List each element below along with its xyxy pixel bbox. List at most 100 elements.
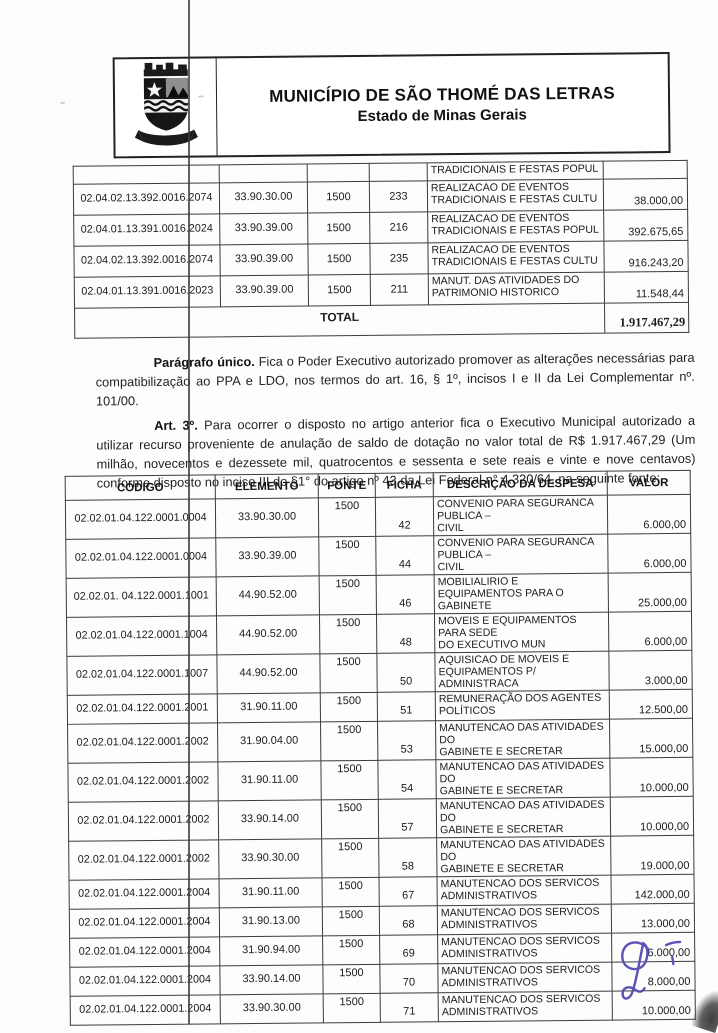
table-row: 02.02.01.04.122.0001.0004 33.90.39.00 1500… xyxy=(65,533,692,579)
cell-valor: 6.000,00 xyxy=(607,533,692,574)
cell-fonte: 1500 xyxy=(318,497,376,537)
cell-ficha: 44 xyxy=(375,535,435,576)
cell-fonte: 1500 xyxy=(319,653,378,693)
cell-descricao: MANUTENCAO DOS SERVICOS ADMINISTRATIVOS xyxy=(437,962,613,993)
cell-ficha: 48 xyxy=(376,613,435,654)
cell-elemento: 33.90.39.00 xyxy=(219,212,308,245)
cell-ficha: 70 xyxy=(379,963,439,994)
cell-codigo: 02.04.01.13.391.0016.2024 xyxy=(73,213,220,247)
cell-ficha: 68 xyxy=(379,905,438,936)
cell-descricao: MANUTENCAO DOS SERVICOS ADMINISTRATIVOS xyxy=(437,875,612,906)
logo-cell xyxy=(114,58,218,157)
cell-codigo xyxy=(73,164,220,185)
table-row: 02.02.01.04.122.0001.1004 44.90.52.00 1500… xyxy=(66,611,692,657)
total-row: TOTAL 1.917.467,29 xyxy=(74,302,689,339)
cell-ficha: 58 xyxy=(378,837,438,878)
cell-ficha: 57 xyxy=(378,798,437,839)
cell-valor: 25.000,00 xyxy=(608,572,692,613)
cell-codigo: 02.02.01.04.122.0001.2004 xyxy=(70,994,221,1026)
cell-ficha: 46 xyxy=(376,574,435,615)
cell-codigo: 02.04.02.13.392.0016.2074 xyxy=(73,244,221,278)
cell-valor: 11.548,44 xyxy=(604,271,689,304)
cell-elemento: 31.90.13.00 xyxy=(219,906,323,937)
table-row: 02.02.01.04.122.0001.2002 33.90.30.00 1500… xyxy=(68,835,694,881)
scan-speck xyxy=(60,101,66,104)
table-row: 02.02.01.04.122.0001.0004 33.90.30.00 1500… xyxy=(65,494,691,540)
cell-valor: 6.000,00 xyxy=(607,494,691,535)
cell-valor: 6.000,00 xyxy=(608,611,692,652)
cell-descricao: REMUNERAÇÃO DOS AGENTES POLÍTICOS xyxy=(435,690,610,721)
cell-descricao: CONVENIO PARA SEGURANCA PUBLICA – CIVIL xyxy=(433,495,608,536)
cell-valor: 10.000,00 xyxy=(610,796,694,837)
scan-speck xyxy=(197,95,205,98)
cell-elemento: 33.90.30.00 xyxy=(218,838,323,879)
cell-ficha: 216 xyxy=(369,211,428,244)
signature-ink-icon xyxy=(596,933,707,1010)
cell-descricao: MANUTENCAO DAS ATIVIDADES DO GABINETE E S… xyxy=(436,836,611,877)
cell-fonte: 1500 xyxy=(308,274,371,306)
cell-valor xyxy=(603,160,688,180)
artigo-3-label: Art. 3º. xyxy=(154,417,198,433)
total-label: TOTAL xyxy=(74,303,605,339)
cell-ficha: 53 xyxy=(377,720,436,761)
paragrafo-unico: Parágrafo único. Fica o Poder Executivo … xyxy=(95,348,695,411)
cell-descricao: MANUTENCAO DAS ATIVIDADES DO GABINETE E S… xyxy=(435,719,610,760)
cell-ficha: 69 xyxy=(379,934,438,965)
cell-fonte: 1500 xyxy=(320,692,378,722)
cell-descricao: REALIZACAO DE EVENTOS TRADICIONAIS E FEST… xyxy=(427,210,604,243)
cell-ficha: 42 xyxy=(375,496,434,537)
col-header-fonte: FONTE xyxy=(318,473,376,498)
cell-codigo: 02.02.01.04.122.0001.2004 xyxy=(69,965,221,997)
cell-fonte: 1500 xyxy=(321,838,380,878)
cell-elemento: 44.90.52.00 xyxy=(216,614,320,655)
cell-elemento: 31.90.04.00 xyxy=(217,721,321,762)
cell-fonte: 1500 xyxy=(307,181,370,213)
cell-fonte xyxy=(307,163,370,182)
cell-valor: 19.000,00 xyxy=(610,835,694,876)
cell-fonte: 1500 xyxy=(323,993,381,1023)
cell-elemento: 33.90.14.00 xyxy=(218,799,322,840)
document-header: MUNICÍPIO DE SÃO THOMÉ DAS LETRAS Estado… xyxy=(112,51,671,159)
col-header-ficha: FICHA xyxy=(375,472,434,498)
cell-descricao: MANUTENCAO DOS SERVICOS ADMINISTRATIVOS xyxy=(437,933,612,964)
cell-elemento: 31.90.11.00 xyxy=(217,760,322,801)
cell-ficha: 235 xyxy=(369,242,429,275)
cell-fonte: 1500 xyxy=(318,536,377,576)
cell-fonte: 1500 xyxy=(307,212,370,244)
cell-fonte: 1500 xyxy=(307,243,371,275)
coat-of-arms-icon xyxy=(132,61,199,155)
cell-codigo: 02.02.01.04.122.0001.2002 xyxy=(68,839,220,881)
cell-descricao: MANUTENCAO DOS SERVICOS ADMINISTRATIVOS xyxy=(437,904,612,935)
cell-codigo: 02.02.01.04.122.0001.0004 xyxy=(65,498,216,540)
cell-fonte: 1500 xyxy=(322,935,380,965)
cell-codigo: 02.04.01.13.391.0016.2023 xyxy=(74,275,221,309)
cell-valor: 12.500,00 xyxy=(609,689,693,720)
state-subtitle: Estado de Minas Gerais xyxy=(357,106,527,125)
cell-elemento: 31.90.11.00 xyxy=(219,877,323,908)
cell-elemento: 33.90.30.00 xyxy=(220,993,324,1024)
cell-descricao: MANUTENCAO DAS ATIVIDADES DO GABINETE E S… xyxy=(436,797,611,838)
cell-descricao: AQUISICAO DE MOVEIS E EQUIPAMENTOS P/ ADM… xyxy=(434,651,610,692)
header-title-cell: MUNICÍPIO DE SÃO THOMÉ DAS LETRAS Estado… xyxy=(216,54,669,155)
cell-codigo: 02.02.01.04.122.0001.1004 xyxy=(66,615,217,657)
cell-codigo: 02.02.01.04.122.0001.2001 xyxy=(67,693,218,725)
col-header-codigo: CÓDIGO xyxy=(65,474,216,501)
col-header-descricao: DESCRIÇÃO DA DESPESA xyxy=(433,471,608,497)
cell-fonte: 1500 xyxy=(320,760,379,800)
cell-fonte: 1500 xyxy=(319,575,377,615)
cell-elemento: 33.90.39.00 xyxy=(219,243,309,276)
cell-descricao: MANUT. DAS ATIVIDADES DO PATRIMONIO HISTO… xyxy=(428,272,605,305)
cell-ficha: 51 xyxy=(377,691,436,722)
cell-descricao: CONVENIO PARA SEGURANCA PUBLICA – CIVIL xyxy=(433,534,609,575)
cell-valor: 392.675,65 xyxy=(603,209,688,242)
cell-codigo: 02.02.01.04.122.0001.0004 xyxy=(65,537,217,579)
cell-fonte: 1500 xyxy=(322,906,380,936)
cell-descricao: MOVEIS E EQUIPAMENTOS PARA SEDE DO EXECUT… xyxy=(434,612,609,653)
cell-ficha: 50 xyxy=(376,652,436,693)
table-row: 02.02.01. 04.122.0001.1001 44.90.52.00 150… xyxy=(66,572,692,618)
cell-descricao: MOBILIALIRIO E EQUIPAMENTOS PARA O GABINE… xyxy=(434,573,609,614)
table-row: 02.02.01.04.122.0001.2002 31.90.04.00 1500… xyxy=(67,718,693,764)
cell-ficha: 71 xyxy=(380,992,439,1023)
table-row: 02.02.01.04.122.0001.2002 31.90.11.00 1500… xyxy=(67,757,694,803)
